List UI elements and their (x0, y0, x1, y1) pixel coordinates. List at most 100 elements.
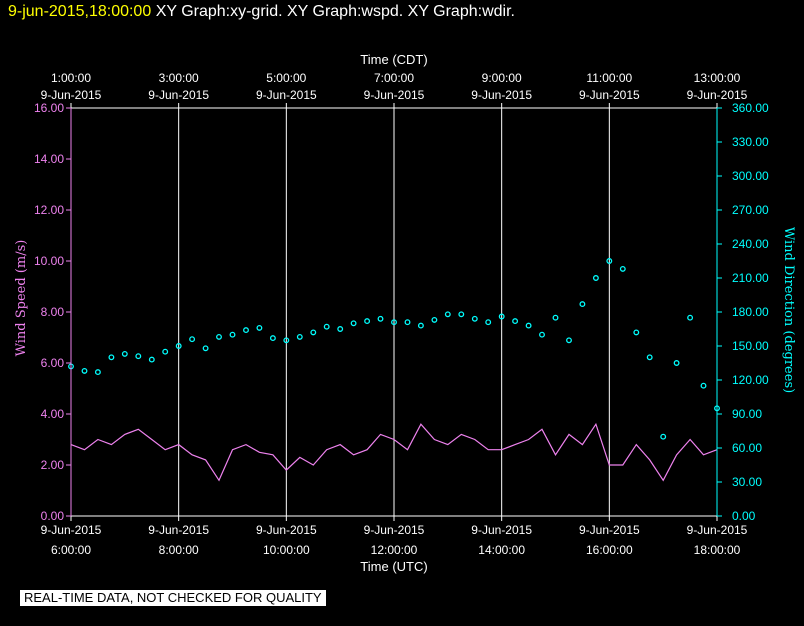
wind-direction-point (337, 326, 344, 332)
right-tick-label: 360.00 (732, 101, 769, 115)
bottom-tick-time: 12:00:00 (371, 543, 418, 557)
left-tick-label: 14.00 (34, 152, 64, 166)
bottom-tick-time: 18:00:00 (694, 543, 741, 557)
top-tick-date: 9-Jun-2015 (148, 88, 209, 102)
wind-direction-point (404, 319, 411, 326)
wind-direction-point (296, 333, 303, 340)
top-tick-date: 9-Jun-2015 (579, 88, 640, 102)
wind-direction-point (283, 337, 290, 344)
top-tick-time: 5:00:00 (266, 71, 306, 85)
wind-direction-point (539, 331, 545, 338)
top-tick-time: 1:00:00 (51, 71, 91, 85)
left-tick-label: 8.00 (41, 305, 65, 319)
wind-direction-point (108, 354, 115, 361)
wind-direction-point (189, 336, 196, 343)
wind-direction-point (525, 322, 532, 329)
wind-direction-point (323, 323, 330, 330)
right-tick-label: 120.00 (732, 373, 769, 387)
wind-speed-line (70, 422, 718, 482)
chart-header: 9-jun-2015,18:00:00 XY Graph:xy-grid. XY… (8, 0, 515, 24)
wind-direction-point (364, 318, 371, 325)
right-tick-label: 270.00 (732, 203, 769, 217)
wind-direction-point (216, 333, 222, 340)
right-axis-title: Wind Direction (degrees) (781, 227, 796, 393)
right-tick-label: 210.00 (732, 271, 769, 285)
bottom-tick-time: 8:00:00 (159, 543, 199, 557)
top-tick-date: 9-Jun-2015 (471, 88, 532, 102)
top-tick-date: 9-Jun-2015 (41, 88, 102, 102)
bottom-tick-date: 9-Jun-2015 (41, 523, 102, 537)
bottom-tick-date: 9-Jun-2015 (687, 523, 748, 537)
header-graph-list: XY Graph:xy-grid. XY Graph:wspd. XY Grap… (155, 3, 515, 20)
wind-direction-point (619, 265, 626, 272)
wind-direction-point (673, 360, 680, 366)
right-tick-label: 30.00 (732, 475, 762, 489)
bottom-tick-time: 14:00:00 (478, 543, 525, 557)
wind-direction-point (202, 345, 209, 352)
wind-direction-point (121, 350, 128, 357)
wind-direction-point (350, 320, 357, 327)
wind-direction-point (377, 315, 384, 322)
wind-direction-point (243, 327, 249, 334)
wind-direction-point (606, 258, 613, 264)
wind-direction-point (458, 311, 465, 318)
wind-direction-point (444, 311, 451, 318)
left-tick-label: 0.00 (41, 509, 65, 523)
left-tick-label: 12.00 (34, 203, 64, 217)
wind-direction-point (700, 382, 707, 389)
quality-notice: REAL-TIME DATA, NOT CHECKED FOR QUALITY (20, 590, 326, 606)
wind-direction-point (633, 329, 640, 336)
bottom-tick-date: 9-Jun-2015 (471, 523, 532, 537)
wind-direction-point (135, 353, 142, 360)
wind-direction-point (512, 318, 519, 325)
wind-direction-point (579, 301, 586, 308)
right-tick-label: 150.00 (732, 339, 769, 353)
wind-direction-point (94, 369, 101, 376)
left-tick-label: 16.00 (34, 101, 64, 115)
header-datetime: 9-jun-2015,18:00:00 (8, 3, 152, 20)
right-tick-label: 0.00 (732, 509, 756, 523)
bottom-tick-time: 6:00:00 (51, 543, 91, 557)
right-tick-label: 240.00 (732, 237, 769, 251)
wind-direction-point (687, 314, 694, 321)
top-tick-time: 11:00:00 (586, 71, 632, 85)
ticks-layer: 9-Jun-2015 6:00:00 9-Jun-2015 8:00:00 9-Jun-… (34, 71, 769, 557)
grid-layer (70, 108, 718, 516)
bottom-tick-date: 9-Jun-2015 (256, 523, 317, 537)
top-tick-time: 13:00:00 (694, 71, 741, 85)
left-tick-label: 10.00 (34, 254, 64, 268)
bottom-tick-date: 9-Jun-2015 (148, 523, 209, 537)
wind-direction-point (552, 314, 559, 321)
top-tick-date: 9-Jun-2015 (256, 88, 317, 102)
bottom-axis-title: Time (UTC) (360, 559, 427, 574)
left-tick-label: 6.00 (41, 356, 65, 370)
left-axis-title: Wind Speed (m/s) (14, 240, 29, 357)
top-tick-time: 7:00:00 (374, 71, 414, 85)
wind-direction-point (229, 331, 236, 338)
wind-direction-point (81, 367, 88, 374)
top-tick-date: 9-Jun-2015 (364, 88, 425, 102)
wind-direction-point (660, 433, 667, 440)
wind-direction-point (310, 329, 317, 336)
right-tick-label: 180.00 (732, 305, 769, 319)
wind-direction-point (256, 324, 263, 331)
right-tick-label: 90.00 (732, 407, 762, 421)
bottom-tick-time: 10:00:00 (263, 543, 310, 557)
right-tick-label: 60.00 (732, 441, 762, 455)
wind-direction-point (162, 348, 169, 355)
wind-direction-point (148, 356, 155, 363)
wind-direction-point (417, 322, 424, 329)
wind-direction-point (592, 275, 599, 281)
wind-direction-point (391, 319, 397, 326)
left-tick-label: 2.00 (41, 458, 65, 472)
top-axis-title: Time (CDT) (360, 52, 427, 67)
wind-direction-point (566, 337, 572, 344)
wind-direction-point (269, 335, 276, 342)
wind-direction-point (471, 315, 478, 322)
bottom-tick-date: 9-Jun-2015 (579, 523, 640, 537)
left-tick-label: 4.00 (41, 407, 65, 421)
wind-direction-point (498, 313, 505, 320)
top-tick-time: 3:00:00 (159, 71, 199, 85)
top-tick-time: 9:00:00 (482, 71, 522, 85)
